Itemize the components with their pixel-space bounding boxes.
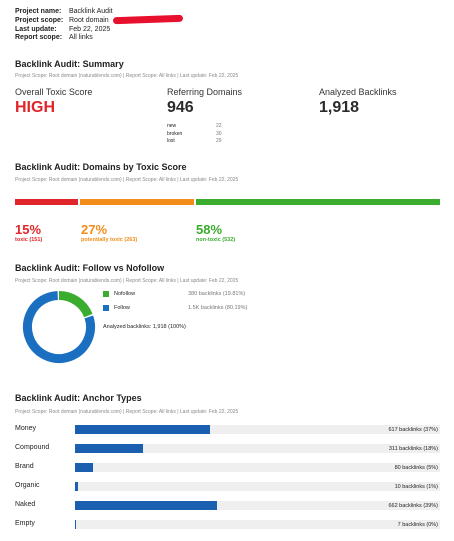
summary-title: Backlink Audit: Summary — [15, 59, 124, 69]
breakdown-row: broken 30 — [167, 130, 222, 137]
anchor-value-organic: 10 backlinks (1%) — [394, 484, 438, 490]
anchors-subtitle: Project Scope: Root domain (naturablends… — [15, 409, 239, 415]
follow-title: Backlink Audit: Follow vs Nofollow — [15, 263, 165, 273]
anchor-track — [75, 520, 440, 529]
meta-row-update: Last update: Feb 22, 2025 — [15, 25, 111, 33]
anchor-value-compound: 311 backlinks (18%) — [388, 446, 438, 452]
anchor-track — [75, 444, 440, 453]
legend-swatch — [103, 305, 109, 311]
non-toxic-segment — [195, 199, 441, 205]
follow-value: 1.5K backlinks (80.19%) — [188, 305, 248, 311]
anchors-title: Backlink Audit: Anchor Types — [15, 393, 142, 403]
anchor-bar-naked — [75, 501, 218, 510]
potentially-toxic-percent: 27% — [81, 222, 108, 237]
redaction-mark — [112, 14, 184, 25]
non-toxic-label: non-toxic (532) — [196, 237, 236, 243]
anchor-bar-compound — [75, 444, 143, 453]
nofollow-slice — [23, 291, 95, 363]
follow-subtitle: Project Scope: Root domain (naturablends… — [15, 278, 239, 284]
anchor-bar-brand — [75, 463, 93, 472]
analyzed-backlinks-value: 1,918 — [319, 99, 360, 116]
anchor-value-money: 617 backlinks (37%) — [388, 427, 438, 433]
legend-nofollow: Nofollow — [103, 291, 135, 297]
anchor-bar-empty — [75, 520, 77, 529]
potentially-toxic-segment — [80, 199, 194, 205]
toxic-percent: 15% — [15, 222, 42, 237]
analyzed-backlinks-total: Analyzed backlinks: 1,918 (100%) — [103, 324, 186, 330]
anchor-bar-money — [75, 425, 211, 434]
toxic-score-label: Overall Toxic Score — [15, 87, 93, 97]
anchor-value-naked: 662 backlinks (39%) — [388, 503, 438, 509]
meta-row-scope: Project scope: Root domain — [15, 16, 109, 24]
anchor-track — [75, 463, 440, 472]
nofollow-value: 380 backlinks (19.81%) — [188, 291, 246, 297]
anchor-value-empty: 7 backlinks (0%) — [397, 522, 438, 528]
referring-domains-breakdown: new 22 broken 30 lost 29 — [167, 123, 222, 146]
anchor-track — [75, 501, 440, 510]
meta-row-name: Project name: Backlink Audit — [15, 8, 113, 15]
anchor-label-empty: Empty — [15, 520, 35, 527]
summary-subtitle: Project Scope: Root domain (naturablends… — [15, 73, 239, 79]
analyzed-backlinks-label: Analyzed Backlinks — [319, 87, 397, 97]
anchor-label-compound: Compound — [15, 444, 50, 451]
anchor-track — [75, 425, 440, 434]
toxic-title: Backlink Audit: Domains by Toxic Score — [15, 162, 187, 172]
anchor-label-naked: Naked — [15, 501, 36, 508]
breakdown-row: lost 29 — [167, 138, 222, 144]
referring-domains-label: Referring Domains — [167, 87, 243, 97]
follow-donut-chart — [23, 291, 95, 363]
follow-slice — [23, 291, 95, 363]
anchor-value-brand: 80 backlinks (5%) — [394, 465, 438, 471]
anchor-track — [75, 482, 440, 491]
toxic-subtitle: Project Scope: Root domain (naturablends… — [15, 177, 239, 183]
anchor-label-organic: Organic — [15, 482, 40, 489]
referring-domains-value: 946 — [167, 99, 194, 116]
toxic-score-bar — [15, 199, 441, 205]
non-toxic-percent: 58% — [196, 222, 223, 237]
anchor-label-brand: Brand — [15, 463, 34, 470]
legend-swatch — [103, 291, 109, 297]
legend-follow: Follow — [103, 305, 130, 311]
breakdown-row: new 22 — [167, 123, 222, 129]
toxic-label: toxic (151) — [15, 237, 43, 243]
potentially-toxic-label: potentially toxic (263) — [81, 237, 138, 243]
project-meta: Project name: Backlink Audit Project scop… — [15, 8, 113, 43]
toxic-score-value: HIGH — [15, 99, 55, 116]
toxic-segment — [15, 199, 79, 205]
anchor-bar-organic — [75, 482, 78, 491]
meta-row-report-scope: Report scope: All links — [15, 34, 93, 42]
anchor-label-money: Money — [15, 425, 37, 432]
